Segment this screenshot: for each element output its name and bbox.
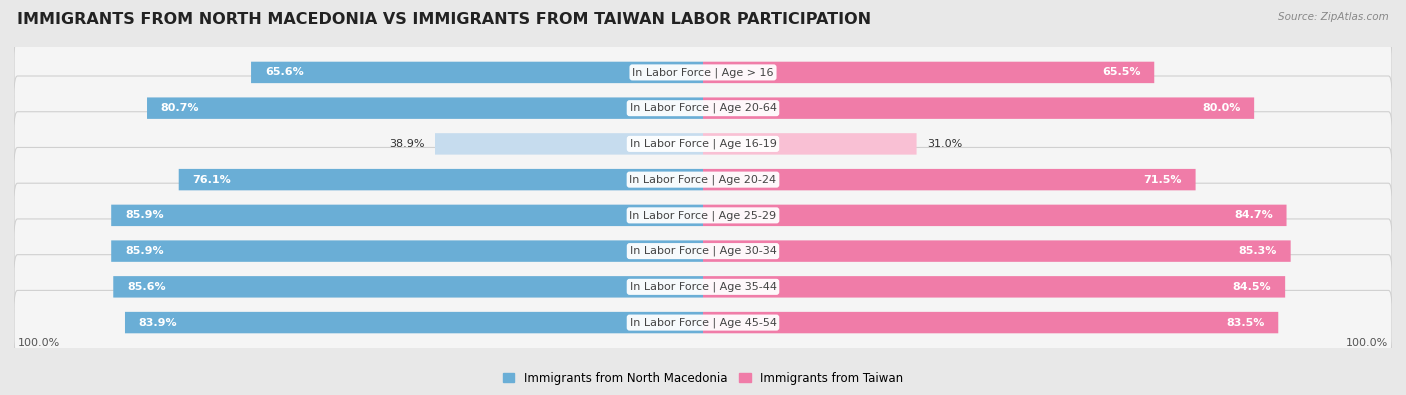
FancyBboxPatch shape [703, 62, 1154, 83]
Text: 76.1%: 76.1% [193, 175, 231, 184]
Text: 83.9%: 83.9% [139, 318, 177, 327]
FancyBboxPatch shape [434, 133, 703, 154]
Text: 100.0%: 100.0% [1347, 338, 1389, 348]
FancyBboxPatch shape [14, 40, 1392, 105]
FancyBboxPatch shape [14, 219, 1392, 283]
Text: In Labor Force | Age 25-29: In Labor Force | Age 25-29 [630, 210, 776, 221]
FancyBboxPatch shape [14, 255, 1392, 319]
FancyBboxPatch shape [111, 241, 703, 262]
FancyBboxPatch shape [111, 205, 703, 226]
Text: 84.5%: 84.5% [1233, 282, 1271, 292]
FancyBboxPatch shape [14, 290, 1392, 355]
Text: 38.9%: 38.9% [389, 139, 425, 149]
Text: 80.7%: 80.7% [160, 103, 200, 113]
FancyBboxPatch shape [703, 98, 1254, 119]
FancyBboxPatch shape [703, 205, 1286, 226]
Text: 85.3%: 85.3% [1239, 246, 1277, 256]
Text: Source: ZipAtlas.com: Source: ZipAtlas.com [1278, 12, 1389, 22]
FancyBboxPatch shape [703, 241, 1291, 262]
Text: In Labor Force | Age 35-44: In Labor Force | Age 35-44 [630, 282, 776, 292]
Text: 85.9%: 85.9% [125, 211, 163, 220]
Text: 65.5%: 65.5% [1102, 68, 1140, 77]
Text: 85.9%: 85.9% [125, 246, 163, 256]
Text: 71.5%: 71.5% [1143, 175, 1182, 184]
FancyBboxPatch shape [703, 312, 1278, 333]
Text: 83.5%: 83.5% [1226, 318, 1264, 327]
FancyBboxPatch shape [179, 169, 703, 190]
FancyBboxPatch shape [703, 276, 1285, 297]
FancyBboxPatch shape [252, 62, 703, 83]
FancyBboxPatch shape [148, 98, 703, 119]
Text: In Labor Force | Age 30-34: In Labor Force | Age 30-34 [630, 246, 776, 256]
Text: In Labor Force | Age > 16: In Labor Force | Age > 16 [633, 67, 773, 78]
FancyBboxPatch shape [14, 183, 1392, 248]
Text: IMMIGRANTS FROM NORTH MACEDONIA VS IMMIGRANTS FROM TAIWAN LABOR PARTICIPATION: IMMIGRANTS FROM NORTH MACEDONIA VS IMMIG… [17, 12, 870, 27]
Text: In Labor Force | Age 45-54: In Labor Force | Age 45-54 [630, 317, 776, 328]
FancyBboxPatch shape [14, 147, 1392, 212]
Text: 100.0%: 100.0% [17, 338, 59, 348]
FancyBboxPatch shape [114, 276, 703, 297]
Legend: Immigrants from North Macedonia, Immigrants from Taiwan: Immigrants from North Macedonia, Immigra… [498, 367, 908, 390]
Text: In Labor Force | Age 20-24: In Labor Force | Age 20-24 [630, 174, 776, 185]
Text: In Labor Force | Age 20-64: In Labor Force | Age 20-64 [630, 103, 776, 113]
FancyBboxPatch shape [125, 312, 703, 333]
FancyBboxPatch shape [703, 133, 917, 154]
Text: 85.6%: 85.6% [127, 282, 166, 292]
Text: 80.0%: 80.0% [1202, 103, 1240, 113]
Text: 65.6%: 65.6% [264, 68, 304, 77]
FancyBboxPatch shape [703, 169, 1195, 190]
Text: 31.0%: 31.0% [927, 139, 962, 149]
FancyBboxPatch shape [14, 76, 1392, 140]
Text: In Labor Force | Age 16-19: In Labor Force | Age 16-19 [630, 139, 776, 149]
Text: 84.7%: 84.7% [1234, 211, 1272, 220]
FancyBboxPatch shape [14, 112, 1392, 176]
